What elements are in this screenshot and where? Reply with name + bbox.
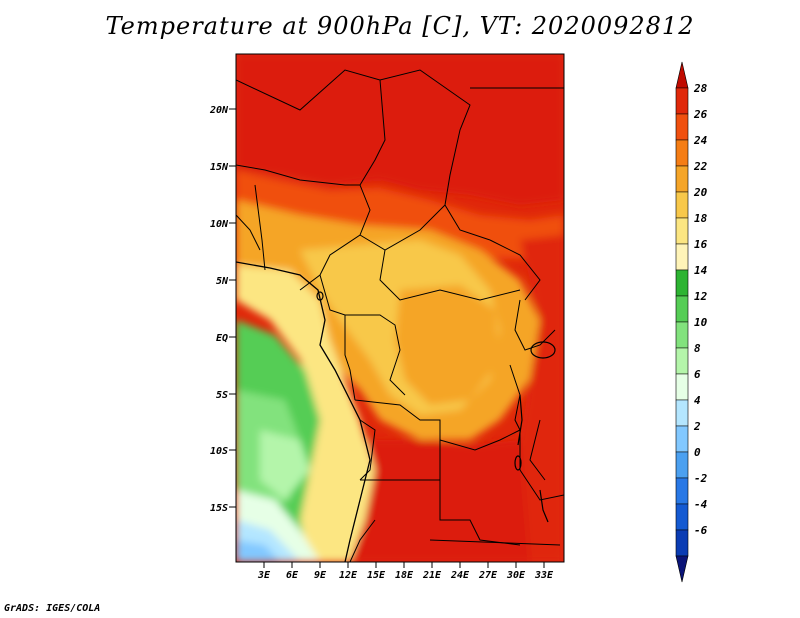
- colorbar-segment: [675, 555, 689, 583]
- colorbar-label: 14: [694, 264, 708, 277]
- lat-label-5s: 5S: [216, 390, 228, 401]
- lat-label-eq: EQ: [216, 333, 228, 344]
- colorbar-label: 6: [694, 368, 701, 381]
- map-frame: [235, 53, 565, 563]
- lon-label-33e: 33E: [534, 570, 554, 581]
- lat-label-15s: 15S: [210, 503, 228, 514]
- colorbar-segment: [675, 139, 689, 167]
- lat-axis: 20N 15N 10N 5N EQ 5S 10S 15S: [209, 105, 236, 514]
- temperature-field: [236, 54, 564, 562]
- lat-label-5n: 5N: [216, 276, 229, 287]
- credit-label: GrADS: IGES/COLA: [4, 603, 101, 614]
- colorbar-segment: [675, 191, 689, 219]
- colorbar-label: 22: [693, 160, 708, 173]
- colorbar-label: -2: [694, 472, 708, 485]
- lon-label-15e: 15E: [367, 570, 386, 581]
- lon-label-21e: 21E: [422, 570, 442, 581]
- lon-label-6e: 6E: [286, 570, 299, 581]
- colorbar-segment: [675, 217, 689, 245]
- lon-label-27e: 27E: [478, 570, 498, 581]
- lon-label-12e: 12E: [339, 570, 358, 581]
- colorbar-label: -6: [694, 524, 708, 537]
- colorbar-segment: [675, 87, 689, 115]
- lon-axis: 3E 6E 9E 12E 15E 18E 21E 24E 27E 30E 33E: [257, 562, 554, 581]
- colorbar-segment: [675, 295, 689, 323]
- lon-label-24e: 24E: [450, 570, 470, 581]
- colorbar-label: 10: [694, 316, 708, 329]
- lat-label-20n: 20N: [209, 105, 229, 116]
- colorbar-label: 28: [693, 82, 708, 95]
- colorbar-label: 24: [693, 134, 708, 147]
- colorbar-label: 4: [694, 394, 701, 407]
- colorbar-label: -4: [694, 498, 708, 511]
- colorbar-segment: [675, 113, 689, 141]
- colorbar-label: 18: [694, 212, 708, 225]
- colorbar-label: 12: [694, 290, 708, 303]
- colorbar-label: 26: [693, 108, 708, 121]
- colorbar-label: 0: [694, 446, 701, 459]
- lon-label-30e: 30E: [506, 570, 526, 581]
- lon-label-18e: 18E: [395, 570, 414, 581]
- colorbar-segment: [675, 61, 689, 89]
- colorbar-segment: [675, 425, 689, 453]
- map-title: Temperature at 900hPa [C], VT: 202009281…: [105, 12, 695, 40]
- lat-label-10n: 10N: [210, 219, 229, 230]
- colorbar-segment: [675, 347, 689, 375]
- colorbar-segment: [675, 399, 689, 427]
- colorbar-segment: [675, 529, 689, 557]
- colorbar-segment: [675, 451, 689, 479]
- lon-label-9e: 9E: [314, 570, 327, 581]
- lat-label-15n: 15N: [210, 162, 229, 173]
- colorbar-segment: [675, 477, 689, 505]
- colorbar-segment: [675, 243, 689, 271]
- colorbar-label: 2: [693, 420, 701, 433]
- colorbar-label: 20: [693, 186, 708, 199]
- colorbar-label: 8: [694, 342, 701, 355]
- lon-label-3e: 3E: [257, 570, 271, 581]
- colorbar-segment: [675, 503, 689, 531]
- lat-label-10s: 10S: [210, 446, 228, 457]
- colorbar-label: 16: [694, 238, 708, 251]
- colorbar-segment: [675, 165, 689, 193]
- colorbar-segment: [675, 269, 689, 297]
- colorbar-segment: [675, 321, 689, 349]
- colorbar-segment: [675, 373, 689, 401]
